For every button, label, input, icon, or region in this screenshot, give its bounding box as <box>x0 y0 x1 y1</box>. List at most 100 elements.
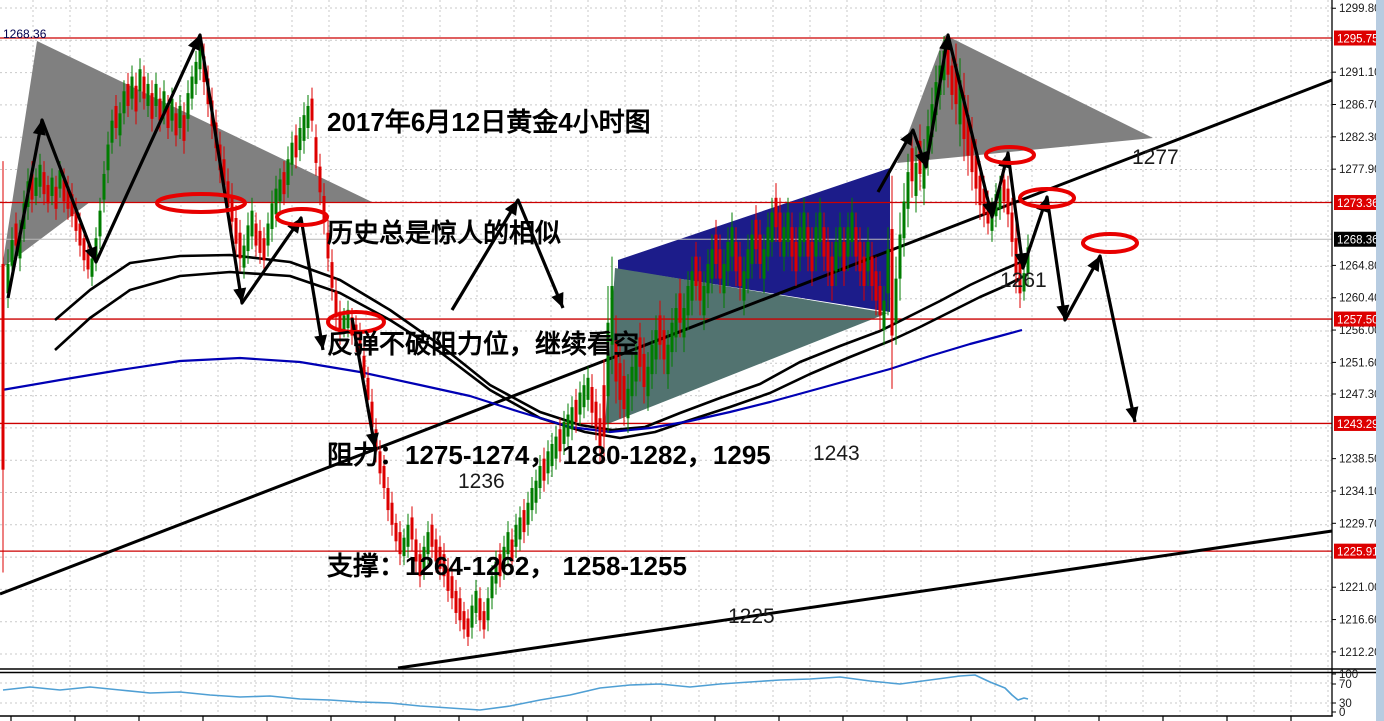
candle-body <box>130 76 134 99</box>
candle-body <box>258 230 262 253</box>
candle-body <box>950 65 954 95</box>
candle-body <box>762 249 766 279</box>
candle-body <box>394 522 398 542</box>
candle-body <box>786 212 790 242</box>
candle-body <box>378 451 382 474</box>
trend-arrowhead <box>939 35 953 51</box>
candle-body <box>54 186 58 209</box>
candle-body <box>602 385 606 437</box>
candle-body <box>982 188 986 215</box>
candle-body <box>146 83 150 106</box>
candle-body <box>458 598 462 621</box>
candle-body <box>510 539 514 562</box>
resistance-circle <box>155 192 247 214</box>
candle-body <box>990 208 994 231</box>
candle-body <box>690 271 694 301</box>
price-axis-label: 1251.60 <box>1339 357 1381 369</box>
candle-body <box>138 69 142 92</box>
candle-body <box>522 510 526 533</box>
candle-body <box>238 232 242 259</box>
candle-body <box>1018 263 1022 294</box>
candle-body <box>142 76 146 99</box>
price-annotation: 1236 <box>458 470 505 493</box>
candle-body <box>70 194 74 217</box>
candle-body <box>518 517 522 540</box>
price-axis-label: 1221.00 <box>1339 582 1381 594</box>
candle-body <box>826 241 830 272</box>
candle-body <box>542 458 546 481</box>
trend-arrowhead <box>187 35 200 51</box>
candle-body <box>6 263 10 294</box>
candle-body <box>282 172 286 195</box>
oscillator-line <box>2 674 1029 711</box>
candle-body <box>954 63 958 105</box>
candle-body <box>314 137 318 163</box>
candle-body <box>242 245 246 268</box>
candle-body <box>850 212 854 242</box>
candle-body <box>182 115 186 141</box>
candle-body <box>618 363 622 400</box>
candle-body <box>166 105 170 129</box>
price-axis-label: 1238.50 <box>1339 454 1381 466</box>
trend-arrowhead <box>982 201 995 217</box>
candle-body <box>586 377 590 400</box>
candle-body <box>998 186 1002 209</box>
candle-body <box>738 256 742 286</box>
candle-body <box>610 285 614 345</box>
candle-body <box>914 162 918 196</box>
price-axis-label: 1256.00 <box>1339 325 1381 337</box>
candle-body <box>154 83 158 106</box>
candle-body <box>1006 188 1010 215</box>
price-axis-label: 1229.70 <box>1339 518 1381 530</box>
candle-body <box>846 227 850 257</box>
candle-body <box>338 311 342 334</box>
trend-arrowhead <box>504 200 518 216</box>
candle-body <box>426 532 430 555</box>
candle-body <box>546 451 550 474</box>
candle-body <box>930 104 934 138</box>
candle-body <box>966 115 970 156</box>
candle-body <box>482 611 486 630</box>
candle-body <box>658 315 662 345</box>
left-gray-triangle <box>2 41 372 268</box>
candle-body <box>722 263 726 294</box>
candle-body <box>158 98 162 121</box>
candle-body <box>978 175 982 206</box>
candle-body <box>318 166 322 193</box>
candle-body <box>758 234 762 264</box>
candle-body <box>178 105 182 129</box>
candle-body <box>642 353 646 388</box>
trend-arrowhead <box>1125 406 1139 422</box>
moving-average-line <box>54 270 1029 440</box>
trend-arrowhead <box>1087 256 1100 272</box>
trend-arrowhead <box>551 292 564 308</box>
indicator-axis-label: 30 <box>1339 698 1352 710</box>
candle-body <box>598 418 602 448</box>
candle-body <box>382 465 386 489</box>
candle-body <box>270 203 274 230</box>
candle-body <box>754 219 758 250</box>
window-scrollbar[interactable] <box>1376 0 1384 721</box>
candle-body <box>666 344 670 375</box>
moving-average-line <box>54 253 1029 432</box>
axis-area <box>1332 673 1384 717</box>
price-annotation: 1243 <box>813 442 860 465</box>
candle-body <box>590 387 594 413</box>
candle-body <box>42 172 46 195</box>
candle-body <box>250 210 254 237</box>
candle-body <box>534 480 538 503</box>
candle-body <box>726 241 730 272</box>
candle-body <box>346 309 350 329</box>
candle-body <box>538 465 542 489</box>
price-axis-label: 1286.70 <box>1339 99 1381 111</box>
candle-body <box>710 249 714 279</box>
candle-body <box>578 392 582 415</box>
candle-body <box>254 223 258 246</box>
resistance-circle <box>275 207 329 227</box>
candle-body <box>1026 247 1030 274</box>
candle-body <box>798 227 802 257</box>
candle-body <box>1014 238 1018 275</box>
candle-body <box>358 331 362 351</box>
candle-body <box>870 256 874 286</box>
candle-body <box>118 113 122 136</box>
